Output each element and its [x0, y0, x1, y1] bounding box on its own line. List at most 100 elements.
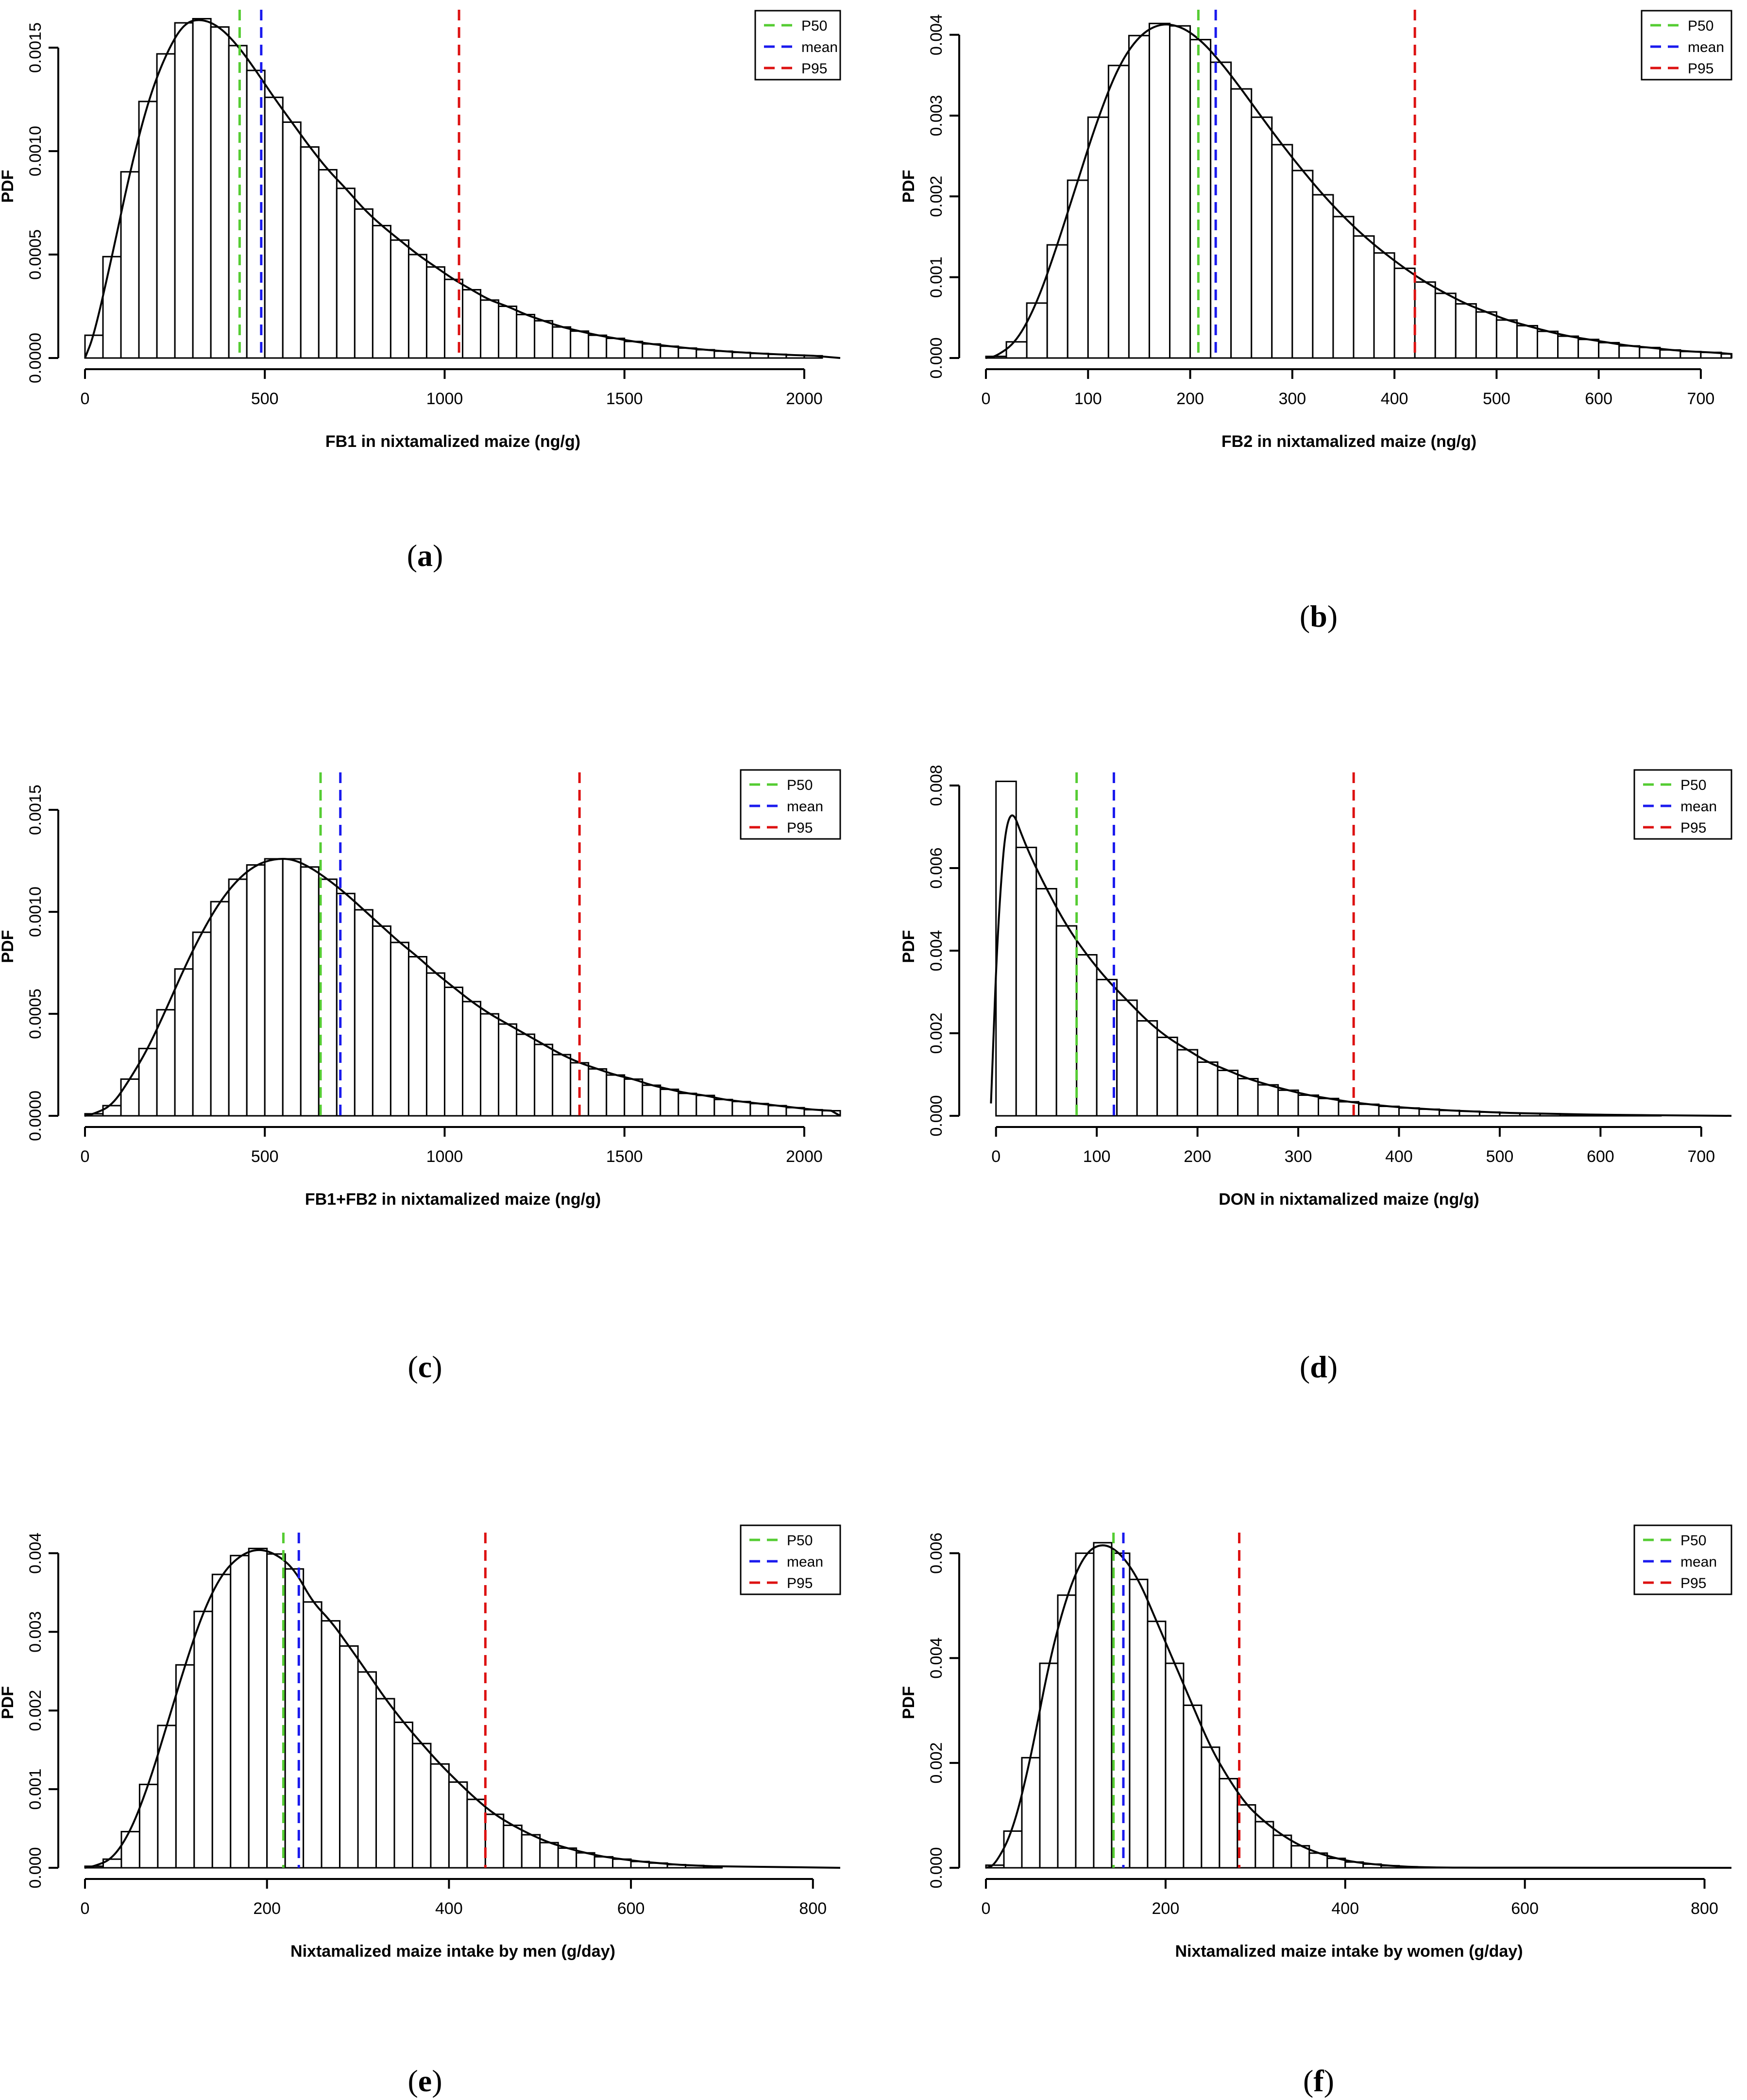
histogram-bar [1434, 292, 1457, 359]
y-axis-title: PDF [0, 1686, 17, 1719]
histogram-bar [642, 343, 661, 359]
histogram-bar [1169, 25, 1191, 359]
legend: P50 mean P95 [1641, 10, 1732, 81]
x-tick-label: 100 [1083, 1147, 1111, 1166]
y-tick-label: 0.000 [927, 1095, 946, 1136]
x-axis: 0 100 200 300 400 500 600 700 DON in nixtamalize… [991, 1126, 1715, 1209]
y-axis: 0.000 0.002 0.004 0.006 PDF [899, 1533, 960, 1889]
x-axis-title: Nixtamalized maize intake by women (g/da… [1175, 1942, 1523, 1961]
histogram-bar [1312, 194, 1334, 359]
histogram-bar [1176, 1049, 1199, 1117]
histogram-bar [156, 1009, 176, 1117]
x-tick-label: 400 [1331, 1899, 1359, 1918]
histogram-bar [1015, 847, 1037, 1117]
x-tick-label: 600 [617, 1899, 645, 1918]
y-axis: 0.000 0.001 0.002 0.003 0.004 PDF [899, 14, 960, 379]
y-tick-label: 0.002 [927, 176, 946, 217]
histogram-bar [678, 1093, 697, 1117]
x-tick-label: 2000 [786, 1147, 823, 1166]
histogram-bar [357, 1671, 377, 1869]
histogram-bar [516, 314, 536, 359]
y-tick-label: 0.002 [26, 1690, 45, 1731]
x-axis: 0 500 1000 1500 2000 FB1+FB2 in nixtamalized … [81, 1126, 823, 1209]
y-axis: 0.0000 0.0005 0.0010 0.0015 PDF [0, 22, 59, 383]
y-axis: 0.0000 0.0005 0.0010 0.0015 PDF [0, 785, 59, 1141]
histogram-bar [1219, 1778, 1238, 1869]
histogram-bar [660, 345, 679, 359]
histogram-bar [1277, 1089, 1299, 1117]
histogram-bar [1217, 1070, 1239, 1117]
legend: P50 mean P95 [740, 769, 841, 840]
histogram-bar [211, 1573, 232, 1869]
y-tick-label: 0.004 [927, 1638, 946, 1679]
y-tick-label: 0.008 [927, 765, 946, 806]
chart-panel-f: 0 200 400 600 800 Nixtamalized maize intake b… [899, 1524, 1732, 2098]
histogram-bar [552, 326, 572, 359]
panel-label: (f) [1303, 2064, 1334, 2098]
y-tick-label: 0.000 [26, 1847, 45, 1888]
legend-label-p95: P95 [787, 1575, 813, 1591]
histogram-bar [339, 1645, 359, 1869]
x-tick-label: 0 [81, 390, 90, 408]
histogram-bar [354, 909, 373, 1117]
histogram-bar [1093, 1542, 1113, 1869]
density-curve [990, 814, 1732, 1117]
panel-label: (c) [407, 1349, 442, 1384]
histogram-bar [606, 1074, 626, 1117]
histogram-bar [425, 266, 445, 359]
legend-label-p95: P95 [1680, 820, 1706, 836]
histogram-bar [1414, 281, 1436, 359]
histogram-bar [174, 968, 194, 1117]
x-tick-label: 0 [982, 1899, 991, 1918]
x-axis: 0 100 200 300 400 500 600 700 FB2 in nixtamalize… [982, 368, 1714, 451]
x-tick-label: 700 [1687, 1147, 1715, 1166]
legend-label-p50: P50 [801, 18, 827, 34]
y-tick-label: 0.000 [927, 1847, 946, 1888]
y-tick-label: 0.003 [927, 95, 946, 136]
x-tick-label: 400 [1385, 1147, 1413, 1166]
histogram-bar [1046, 244, 1069, 359]
histogram-bar [1272, 1834, 1292, 1869]
histogram-bar [1189, 39, 1212, 359]
histogram-bar [300, 146, 320, 359]
histogram-bar [228, 878, 248, 1117]
x-axis-title: FB1+FB2 in nixtamalized maize (ng/g) [305, 1190, 601, 1209]
histogram-bar [407, 956, 427, 1117]
histogram-bar [557, 1847, 577, 1869]
histogram-bar [624, 1078, 644, 1117]
histogram-bar [1598, 341, 1620, 359]
legend-label-p50: P50 [787, 777, 813, 793]
histogram-bar [430, 1763, 450, 1869]
legend-label-mean: mean [787, 1554, 823, 1570]
histogram-bar [1107, 65, 1130, 359]
y-tick-label: 0.006 [927, 847, 946, 888]
panel-label: (d) [1300, 1349, 1338, 1384]
histogram-bar [390, 239, 409, 359]
histogram-bar [1332, 216, 1355, 359]
histogram-bar [120, 1831, 140, 1869]
histogram-bar [484, 1813, 505, 1869]
histogram-bar [393, 1721, 413, 1869]
histogram-bar [1516, 324, 1538, 359]
density-curve [84, 19, 841, 359]
y-axis-title: PDF [899, 930, 918, 963]
y-tick-label: 0.000 [927, 337, 946, 378]
legend-label-mean: mean [1688, 39, 1724, 55]
histogram-bar [1183, 1704, 1203, 1869]
histogram-bar [1201, 1746, 1221, 1869]
histogram-bar [193, 1610, 213, 1869]
panel-label: (a) [407, 538, 443, 573]
y-tick-label: 0.001 [26, 1769, 45, 1810]
histogram-bar [372, 925, 391, 1117]
legend-label-p50: P50 [1680, 1533, 1706, 1549]
histogram-bar [1210, 61, 1232, 359]
y-tick-label: 0.002 [927, 1012, 946, 1054]
y-tick-label: 0.0015 [26, 785, 45, 835]
histogram-bar [1475, 311, 1497, 359]
histogram-bar [1618, 345, 1641, 359]
legend: P50 mean P95 [1633, 1524, 1732, 1595]
histogram-bar [284, 1568, 305, 1869]
x-axis: 0 200 400 600 800 Nixtamalized maize intake b… [81, 1878, 827, 1961]
legend-label-mean: mean [787, 799, 823, 815]
histogram-bar [1338, 1101, 1359, 1117]
